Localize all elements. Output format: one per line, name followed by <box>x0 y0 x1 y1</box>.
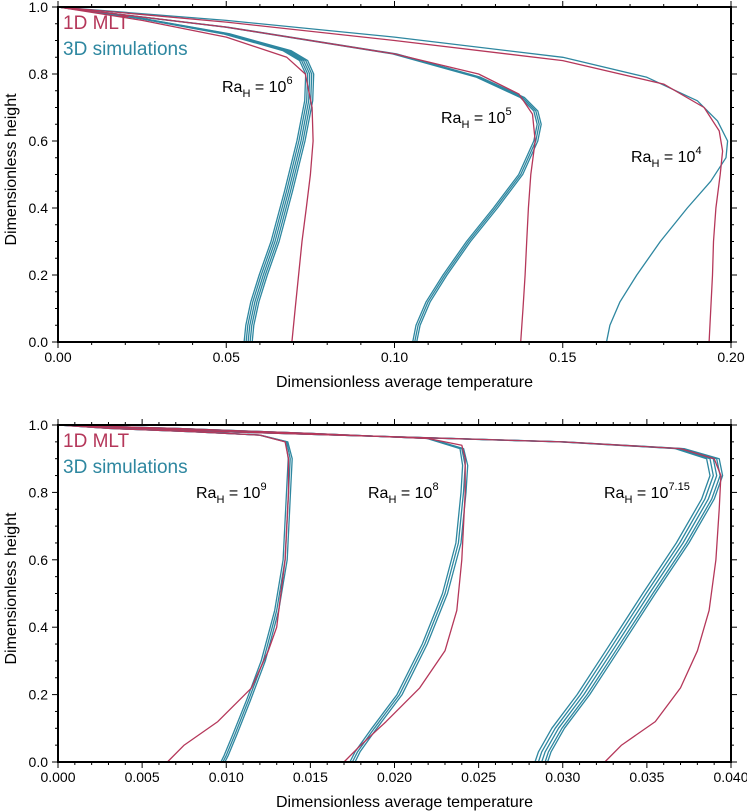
legend-entry-simulations: 3D simulations <box>63 39 188 60</box>
x-tick-label: 0.15 <box>549 349 576 365</box>
y-tick-label: 0.8 <box>29 484 49 500</box>
y-tick-label: 0.8 <box>29 66 49 82</box>
x-tick-label: 0.035 <box>629 769 664 785</box>
series-line-1d-mlt <box>57 424 722 763</box>
x-tick-label: 0.010 <box>209 769 244 785</box>
x-tick-label: 0.005 <box>125 769 160 785</box>
rayleigh-label: RaH = 104 <box>631 145 702 170</box>
legend: 1D MLT 3D simulations <box>63 13 188 60</box>
y-tick-label: 0.2 <box>29 687 49 703</box>
series-line-1d-mlt <box>57 424 290 763</box>
y-tick-label: 0.4 <box>29 619 49 635</box>
series-line-1d-mlt <box>57 6 314 343</box>
x-tick-label: 0.05 <box>213 349 240 365</box>
x-tick-label: 0.015 <box>293 769 328 785</box>
series-line-1d-mlt <box>57 6 724 343</box>
x-tick-label: 0.00 <box>44 349 71 365</box>
y-tick-label: 1.0 <box>29 0 49 15</box>
y-tick-label: 0.4 <box>29 200 49 216</box>
x-tick-label: 0.10 <box>381 349 408 365</box>
y-tick-label: 0.2 <box>29 267 49 283</box>
x-tick-label: 0.030 <box>545 769 580 785</box>
x-axis-label: Dimensionless average temperature <box>276 794 533 811</box>
x-tick-label: 0.040 <box>713 769 747 785</box>
legend: 1D MLT 3D simulations <box>63 431 188 478</box>
y-tick-label: 0.0 <box>29 754 49 770</box>
y-tick-label: 1.0 <box>29 417 49 433</box>
legend-entry-mlt: 1D MLT <box>63 431 130 452</box>
legend-entry-mlt: 1D MLT <box>63 13 130 34</box>
series-line-3d-simulation <box>57 6 729 343</box>
series-line-1d-mlt <box>57 6 536 343</box>
x-tick-label: 0.20 <box>717 349 744 365</box>
y-tick-label: 0.0 <box>29 334 49 350</box>
x-tick-label: 0.025 <box>461 769 496 785</box>
y-tick-label: 0.6 <box>29 133 49 149</box>
x-axis-label: Dimensionless average temperature <box>276 374 533 391</box>
rayleigh-label: RaH = 109 <box>196 481 267 506</box>
legend-entry-simulations: 3D simulations <box>63 457 188 478</box>
rayleigh-label: RaH = 108 <box>368 481 439 506</box>
rayleigh-label: RaH = 105 <box>441 106 512 131</box>
rayleigh-label: RaH = 106 <box>222 75 293 100</box>
rayleigh-label: RaH = 107.15 <box>604 481 690 506</box>
y-axis-label: Dimensionless height <box>3 93 20 246</box>
x-tick-label: 0.020 <box>377 769 412 785</box>
chart-panel-2: 0.000 0.005 0.010 0.015 0.020 0.025 0.030 0.035… <box>3 417 747 811</box>
series-line-3d-simulation <box>57 6 315 343</box>
y-tick-label: 0.6 <box>29 552 49 568</box>
y-axis-label: Dimensionless height <box>3 512 20 665</box>
x-tick-label: 0.000 <box>40 769 75 785</box>
chart-panel-1: 0.00 0.05 0.10 0.15 0.20 0.0 0.2 0.4 0.6 0.8 1.0 Di… <box>3 0 745 391</box>
